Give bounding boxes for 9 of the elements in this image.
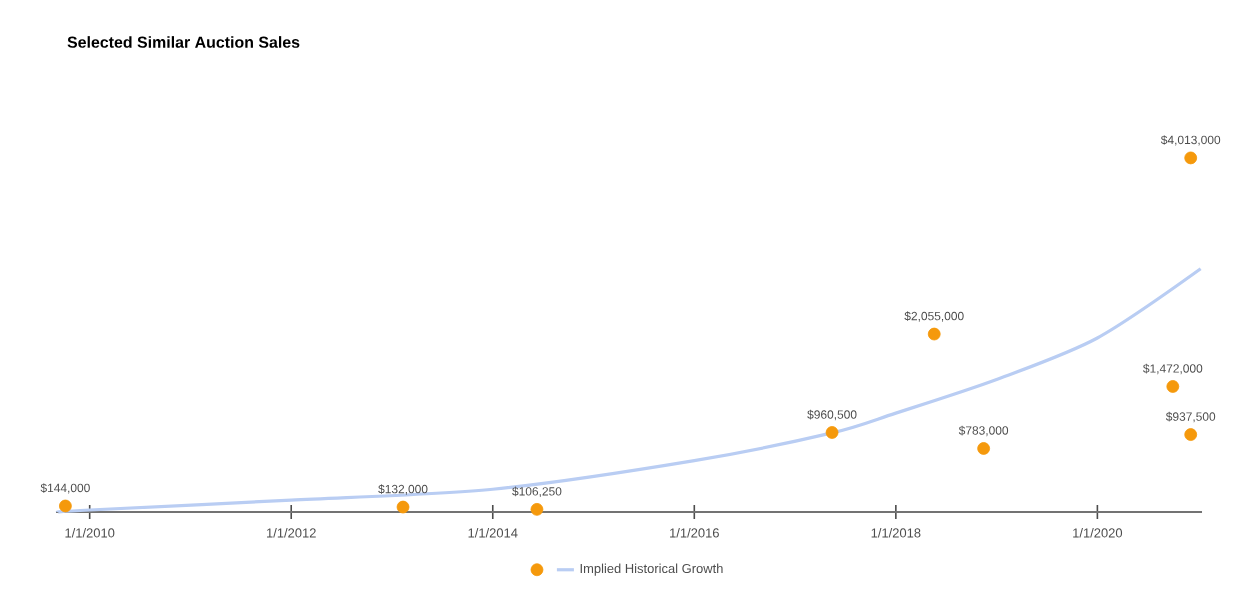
point [396, 500, 410, 514]
point [1184, 428, 1198, 441]
point [977, 442, 991, 455]
point [825, 426, 839, 439]
point [530, 502, 544, 516]
point [59, 499, 72, 513]
point [1184, 151, 1198, 165]
point [927, 327, 941, 341]
point [1166, 380, 1180, 393]
